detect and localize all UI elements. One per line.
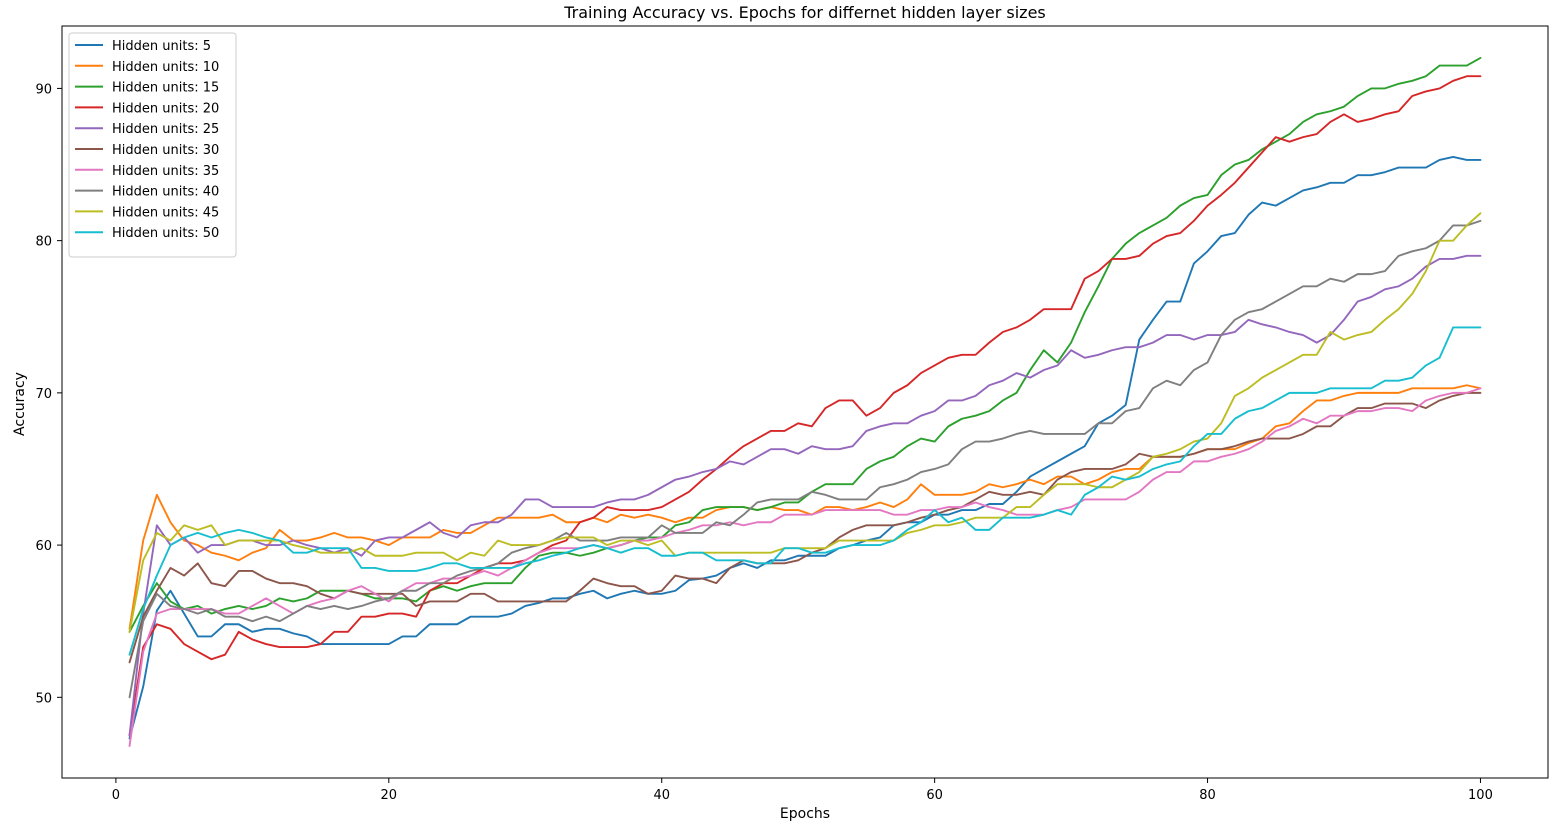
y-tick-label: 70 (35, 387, 52, 402)
legend-label: Hidden units: 30 (112, 143, 219, 158)
x-tick-label: 80 (1199, 788, 1216, 803)
series-line-7 (128, 387, 1482, 747)
x-tick-label: 20 (381, 788, 398, 803)
series-line-3 (128, 57, 1482, 633)
series-line-1 (128, 155, 1482, 740)
y-tick-label: 90 (35, 82, 52, 97)
legend-label: Hidden units: 45 (112, 205, 219, 220)
series-line-6 (128, 391, 1482, 664)
legend-label: Hidden units: 20 (112, 101, 219, 116)
legend: Hidden units: 5 Hidden units: 10 Hidden un… (68, 32, 237, 258)
series-line-8 (128, 219, 1482, 699)
series-line-2 (128, 384, 1482, 630)
y-tick-label: 60 (35, 539, 52, 554)
x-tick-label: 0 (112, 788, 120, 803)
series-line-5 (128, 254, 1482, 737)
x-tick-label: 60 (926, 788, 943, 803)
plot-frame (61, 25, 1549, 779)
y-axis-label: Accuracy (12, 372, 28, 436)
legend-label: Hidden units: 15 (112, 81, 219, 96)
series-line-9 (128, 212, 1482, 633)
legend-label: Hidden units: 35 (112, 164, 219, 179)
series-line-10 (128, 326, 1482, 656)
legend-label: Hidden units: 10 (112, 60, 219, 75)
x-tick-label: 100 (1468, 788, 1493, 803)
x-tick-label: 40 (653, 788, 670, 803)
legend-label: Hidden units: 5 (112, 39, 211, 54)
y-tick-label: 50 (35, 691, 52, 706)
x-axis-ticks: 0 20 40 60 80 100 (112, 778, 1493, 803)
x-axis-label: Epochs (780, 806, 830, 822)
chart-title: Training Accuracy vs. Epochs for differn… (563, 3, 1046, 22)
y-tick-label: 80 (35, 235, 52, 250)
series-line-4 (128, 75, 1482, 737)
y-axis-ticks: 50 60 70 80 90 (35, 82, 62, 706)
legend-label: Hidden units: 25 (112, 122, 219, 137)
legend-label: Hidden units: 50 (112, 226, 219, 241)
legend-frame (68, 32, 237, 258)
legend-label: Hidden units: 40 (112, 185, 219, 200)
plot-area (61, 25, 1549, 779)
